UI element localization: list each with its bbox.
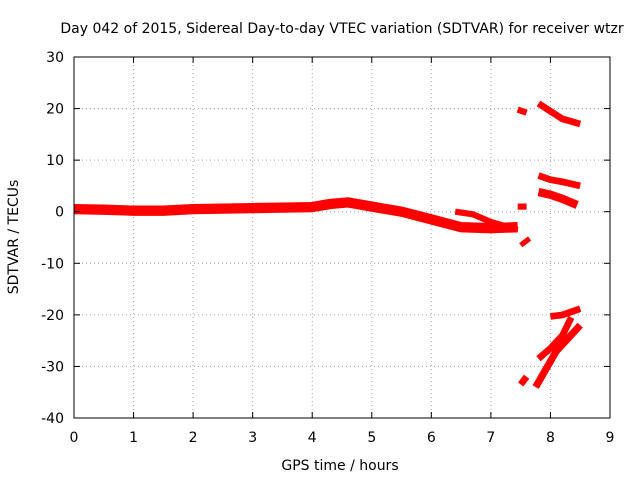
x-tick-label: 5	[367, 430, 376, 446]
axis-ticks: 0 1 2 3 4 5 6 7 8 9 -40 -30 -20 -10 0 10 20 30	[41, 50, 614, 446]
y-tick-label: -20	[41, 308, 64, 324]
x-tick-label: 7	[486, 430, 495, 446]
x-tick-label: 4	[308, 430, 317, 446]
x-tick-label: 8	[546, 430, 555, 446]
series-seg-i	[532, 322, 583, 389]
chart-title: Day 042 of 2015, Sidereal Day-to-day VTE…	[60, 21, 624, 37]
y-tick-label: -10	[41, 256, 64, 272]
series-main-band	[73, 197, 518, 234]
data-series	[73, 100, 583, 389]
x-tick-label: 1	[129, 430, 138, 446]
x-tick-label: 0	[70, 430, 79, 446]
y-tick-label: 20	[46, 102, 64, 118]
y-tick-label: 10	[46, 153, 64, 169]
y-tick-label: -30	[41, 359, 64, 375]
grid	[74, 57, 610, 418]
y-tick-label: 30	[46, 50, 64, 66]
series-seg-b	[536, 100, 582, 128]
x-tick-label: 6	[427, 430, 436, 446]
series-seg-d	[537, 188, 579, 209]
x-tick-label: 3	[248, 430, 257, 446]
series-seg-a	[516, 106, 528, 116]
x-axis-label: GPS time / hours	[281, 458, 398, 474]
y-tick-label: 0	[55, 205, 64, 221]
plot-frame	[73, 56, 611, 419]
x-tick-label: 9	[606, 430, 615, 446]
y-axis-label: SDTVAR / TECUs	[6, 180, 22, 295]
x-tick-label: 2	[189, 430, 198, 446]
series-seg-g	[519, 236, 532, 248]
y-tick-label: -40	[41, 411, 64, 427]
series-seg-h	[518, 374, 530, 387]
series-seg-c	[537, 172, 581, 190]
series-seg-k	[549, 305, 582, 320]
series-seg-j	[536, 315, 575, 362]
series-seg-f	[454, 208, 519, 233]
